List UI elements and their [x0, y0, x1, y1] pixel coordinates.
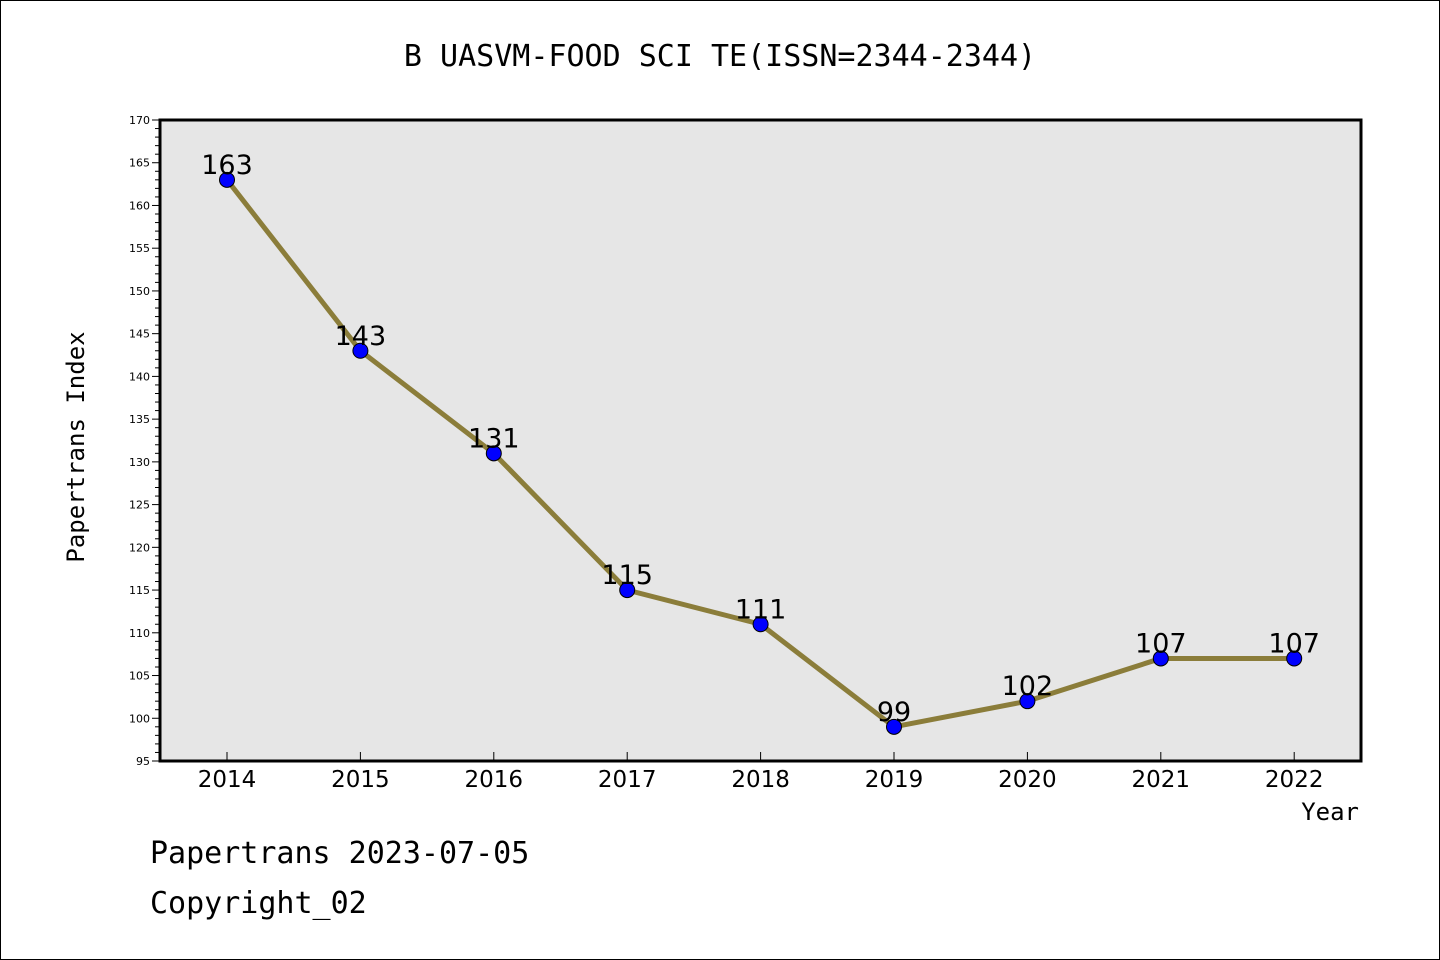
y-tick-label: 160	[129, 199, 150, 212]
y-tick-label: 165	[129, 157, 150, 170]
y-tick-label: 135	[129, 413, 150, 426]
data-point	[886, 718, 902, 735]
data-point	[1286, 650, 1303, 667]
y-tick-label: 155	[129, 242, 150, 255]
data-label: 115	[601, 560, 653, 591]
y-axis: 95 100 105 110 115 120 125 130 135 140 145 150 155 16…	[129, 114, 160, 768]
y-tick-label: 170	[129, 114, 150, 127]
plot-area	[158, 118, 1363, 763]
x-tick-label: 2016	[465, 767, 524, 793]
y-tick-label: 145	[129, 328, 150, 341]
x-axis: 2014 2015 2016 2017 2018 2019 2020 2021 2022	[198, 752, 1324, 793]
data-label: 143	[335, 321, 387, 352]
x-tick-label: 2018	[731, 767, 790, 793]
y-tick-label: 115	[129, 584, 150, 597]
data-label: 99	[877, 697, 911, 728]
data-label: 107	[1268, 628, 1320, 659]
x-tick-label: 2015	[331, 767, 390, 793]
x-tick-label: 2022	[1265, 767, 1324, 793]
y-tick-label: 140	[129, 370, 150, 383]
data-point	[1152, 650, 1169, 667]
data-label: 102	[1002, 671, 1054, 702]
y-tick-label: 100	[129, 712, 150, 725]
x-tick-label: 2020	[998, 767, 1057, 793]
y-tick-label: 125	[129, 499, 150, 512]
x-tick-label: 2017	[598, 767, 657, 793]
data-point	[352, 342, 369, 359]
y-tick-label: 105	[129, 670, 150, 683]
footer-date: Papertrans 2023-07-05	[150, 836, 530, 871]
y-axis-label: Papertrans Index	[62, 331, 90, 562]
data-label: 111	[735, 594, 787, 625]
chart-title: B UASVM-FOOD SCI TE(ISSN=2344-2344)	[404, 39, 1036, 74]
data-point	[752, 616, 769, 633]
data-point	[219, 171, 235, 188]
data-point	[1019, 693, 1036, 710]
x-axis-label: Year	[1301, 798, 1359, 826]
y-tick-label: 95	[136, 755, 150, 768]
y-tick-label: 120	[129, 541, 150, 554]
y-tick-label: 130	[129, 456, 150, 469]
data-point	[485, 445, 502, 462]
y-tick-label: 110	[129, 627, 150, 640]
data-label: 163	[201, 150, 253, 181]
footer-copyright: Copyright_02	[150, 886, 367, 921]
x-tick-label: 2021	[1132, 767, 1191, 793]
y-tick-label: 150	[129, 285, 150, 298]
series-group: 163 143 131 115 111 99 102 107 107	[201, 150, 1320, 735]
x-tick-label: 2014	[198, 767, 257, 793]
data-point	[619, 582, 636, 599]
x-tick-label: 2019	[865, 767, 924, 793]
data-label: 107	[1135, 628, 1187, 659]
data-label: 131	[468, 423, 520, 454]
